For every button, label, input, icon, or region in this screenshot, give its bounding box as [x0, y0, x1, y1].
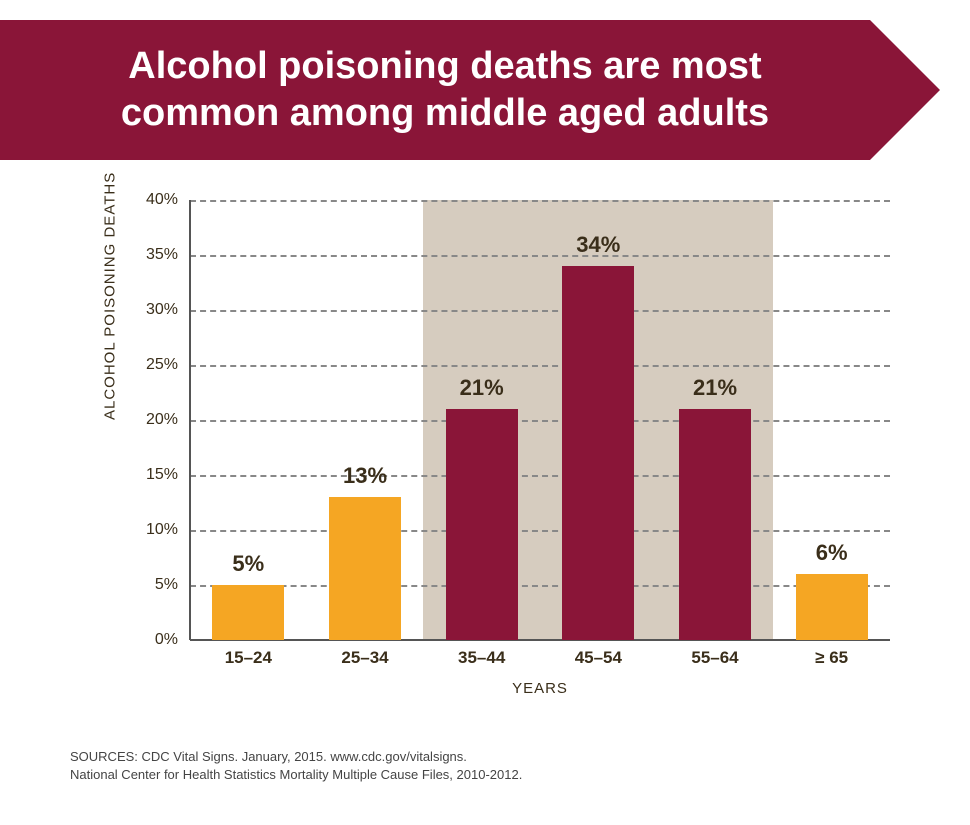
bar — [562, 266, 634, 640]
y-axis-line — [189, 200, 191, 640]
plot-area: 0%5%10%15%20%25%30%35%40%5%13%21%34%21%6… — [190, 200, 890, 640]
y-tick-label: 35% — [118, 246, 178, 264]
y-tick-label: 5% — [118, 576, 178, 594]
x-axis-label: YEARS — [190, 680, 890, 697]
y-tick-label: 40% — [118, 191, 178, 209]
x-tick-label: 25–34 — [341, 648, 388, 668]
y-tick-label: 30% — [118, 301, 178, 319]
title-banner: Alcohol poisoning deaths are most common… — [0, 20, 870, 160]
gridline — [190, 310, 890, 312]
bar — [212, 585, 284, 640]
bar-value-label: 34% — [576, 232, 620, 258]
y-tick-label: 20% — [118, 411, 178, 429]
x-tick-label: ≥ 65 — [815, 648, 848, 668]
gridline — [190, 530, 890, 532]
x-axis-line — [190, 639, 890, 641]
y-tick-label: 10% — [118, 521, 178, 539]
bar-value-label: 21% — [693, 375, 737, 401]
y-tick-label: 15% — [118, 466, 178, 484]
bar-value-label: 6% — [816, 540, 848, 566]
bar-value-label: 21% — [460, 375, 504, 401]
gridline — [190, 475, 890, 477]
bar — [329, 497, 401, 640]
y-tick-label: 25% — [118, 356, 178, 374]
source-line-1: SOURCES: CDC Vital Signs. January, 2015.… — [70, 748, 522, 766]
x-tick-label: 55–64 — [691, 648, 738, 668]
gridline — [190, 255, 890, 257]
x-tick-label: 15–24 — [225, 648, 272, 668]
bar-value-label: 5% — [232, 551, 264, 577]
y-axis-label: ALCOHOL POISONING DEATHS — [102, 172, 119, 420]
gridline — [190, 420, 890, 422]
x-tick-label: 45–54 — [575, 648, 622, 668]
source-citation: SOURCES: CDC Vital Signs. January, 2015.… — [70, 748, 522, 783]
bar-chart: ALCOHOL POISONING DEATHS 0%5%10%15%20%25… — [100, 200, 900, 720]
gridline — [190, 200, 890, 202]
gridline — [190, 585, 890, 587]
title-text: Alcohol poisoning deaths are most common… — [60, 43, 830, 138]
gridline — [190, 365, 890, 367]
source-line-2: National Center for Health Statistics Mo… — [70, 766, 522, 784]
bar-value-label: 13% — [343, 463, 387, 489]
x-tick-label: 35–44 — [458, 648, 505, 668]
bar — [679, 409, 751, 640]
bar — [446, 409, 518, 640]
y-tick-label: 0% — [118, 631, 178, 649]
bar — [796, 574, 868, 640]
